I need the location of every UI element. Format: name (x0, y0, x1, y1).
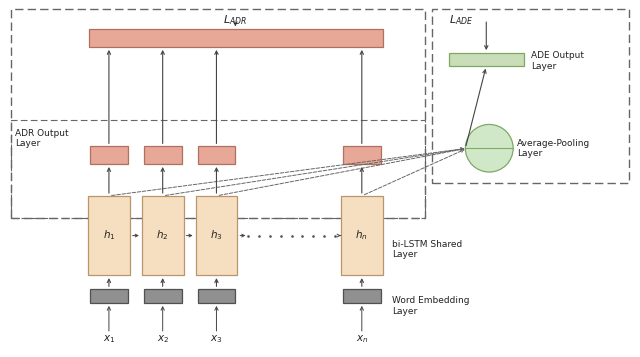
Bar (343, 146, 381, 164)
Bar (142, 196, 184, 275)
Bar (341, 196, 383, 275)
Text: $x_3$: $x_3$ (210, 333, 223, 345)
Bar (90, 289, 128, 303)
Text: ADE Output
Layer: ADE Output Layer (531, 51, 584, 71)
Bar (431, 9, 628, 183)
Text: $x_2$: $x_2$ (157, 333, 169, 345)
Bar (88, 196, 130, 275)
Bar (12, 9, 424, 218)
Text: $x_1$: $x_1$ (103, 333, 115, 345)
Text: ADR Output
Layer: ADR Output Layer (15, 129, 69, 148)
Bar (343, 289, 381, 303)
Text: $h_1$: $h_1$ (102, 228, 115, 242)
Bar (144, 289, 182, 303)
Text: $x_n$: $x_n$ (356, 333, 368, 345)
Text: $L_{ADE}$: $L_{ADE}$ (449, 13, 474, 27)
Text: $h_2$: $h_2$ (156, 228, 169, 242)
Text: Word Embedding
Layer: Word Embedding Layer (392, 296, 469, 316)
Bar (198, 146, 236, 164)
Bar (196, 196, 237, 275)
Text: $L_{ADR}$: $L_{ADR}$ (223, 13, 248, 27)
Bar (89, 29, 383, 47)
Bar (12, 120, 424, 218)
Text: bi-LSTM Shared
Layer: bi-LSTM Shared Layer (392, 240, 462, 259)
Ellipse shape (465, 125, 513, 172)
Text: $h_3$: $h_3$ (210, 228, 223, 242)
Bar (90, 146, 128, 164)
Bar (449, 53, 524, 66)
Bar (144, 146, 182, 164)
Bar (198, 289, 236, 303)
Text: $h_n$: $h_n$ (355, 228, 368, 242)
Text: Average-Pooling
Layer: Average-Pooling Layer (517, 139, 590, 158)
